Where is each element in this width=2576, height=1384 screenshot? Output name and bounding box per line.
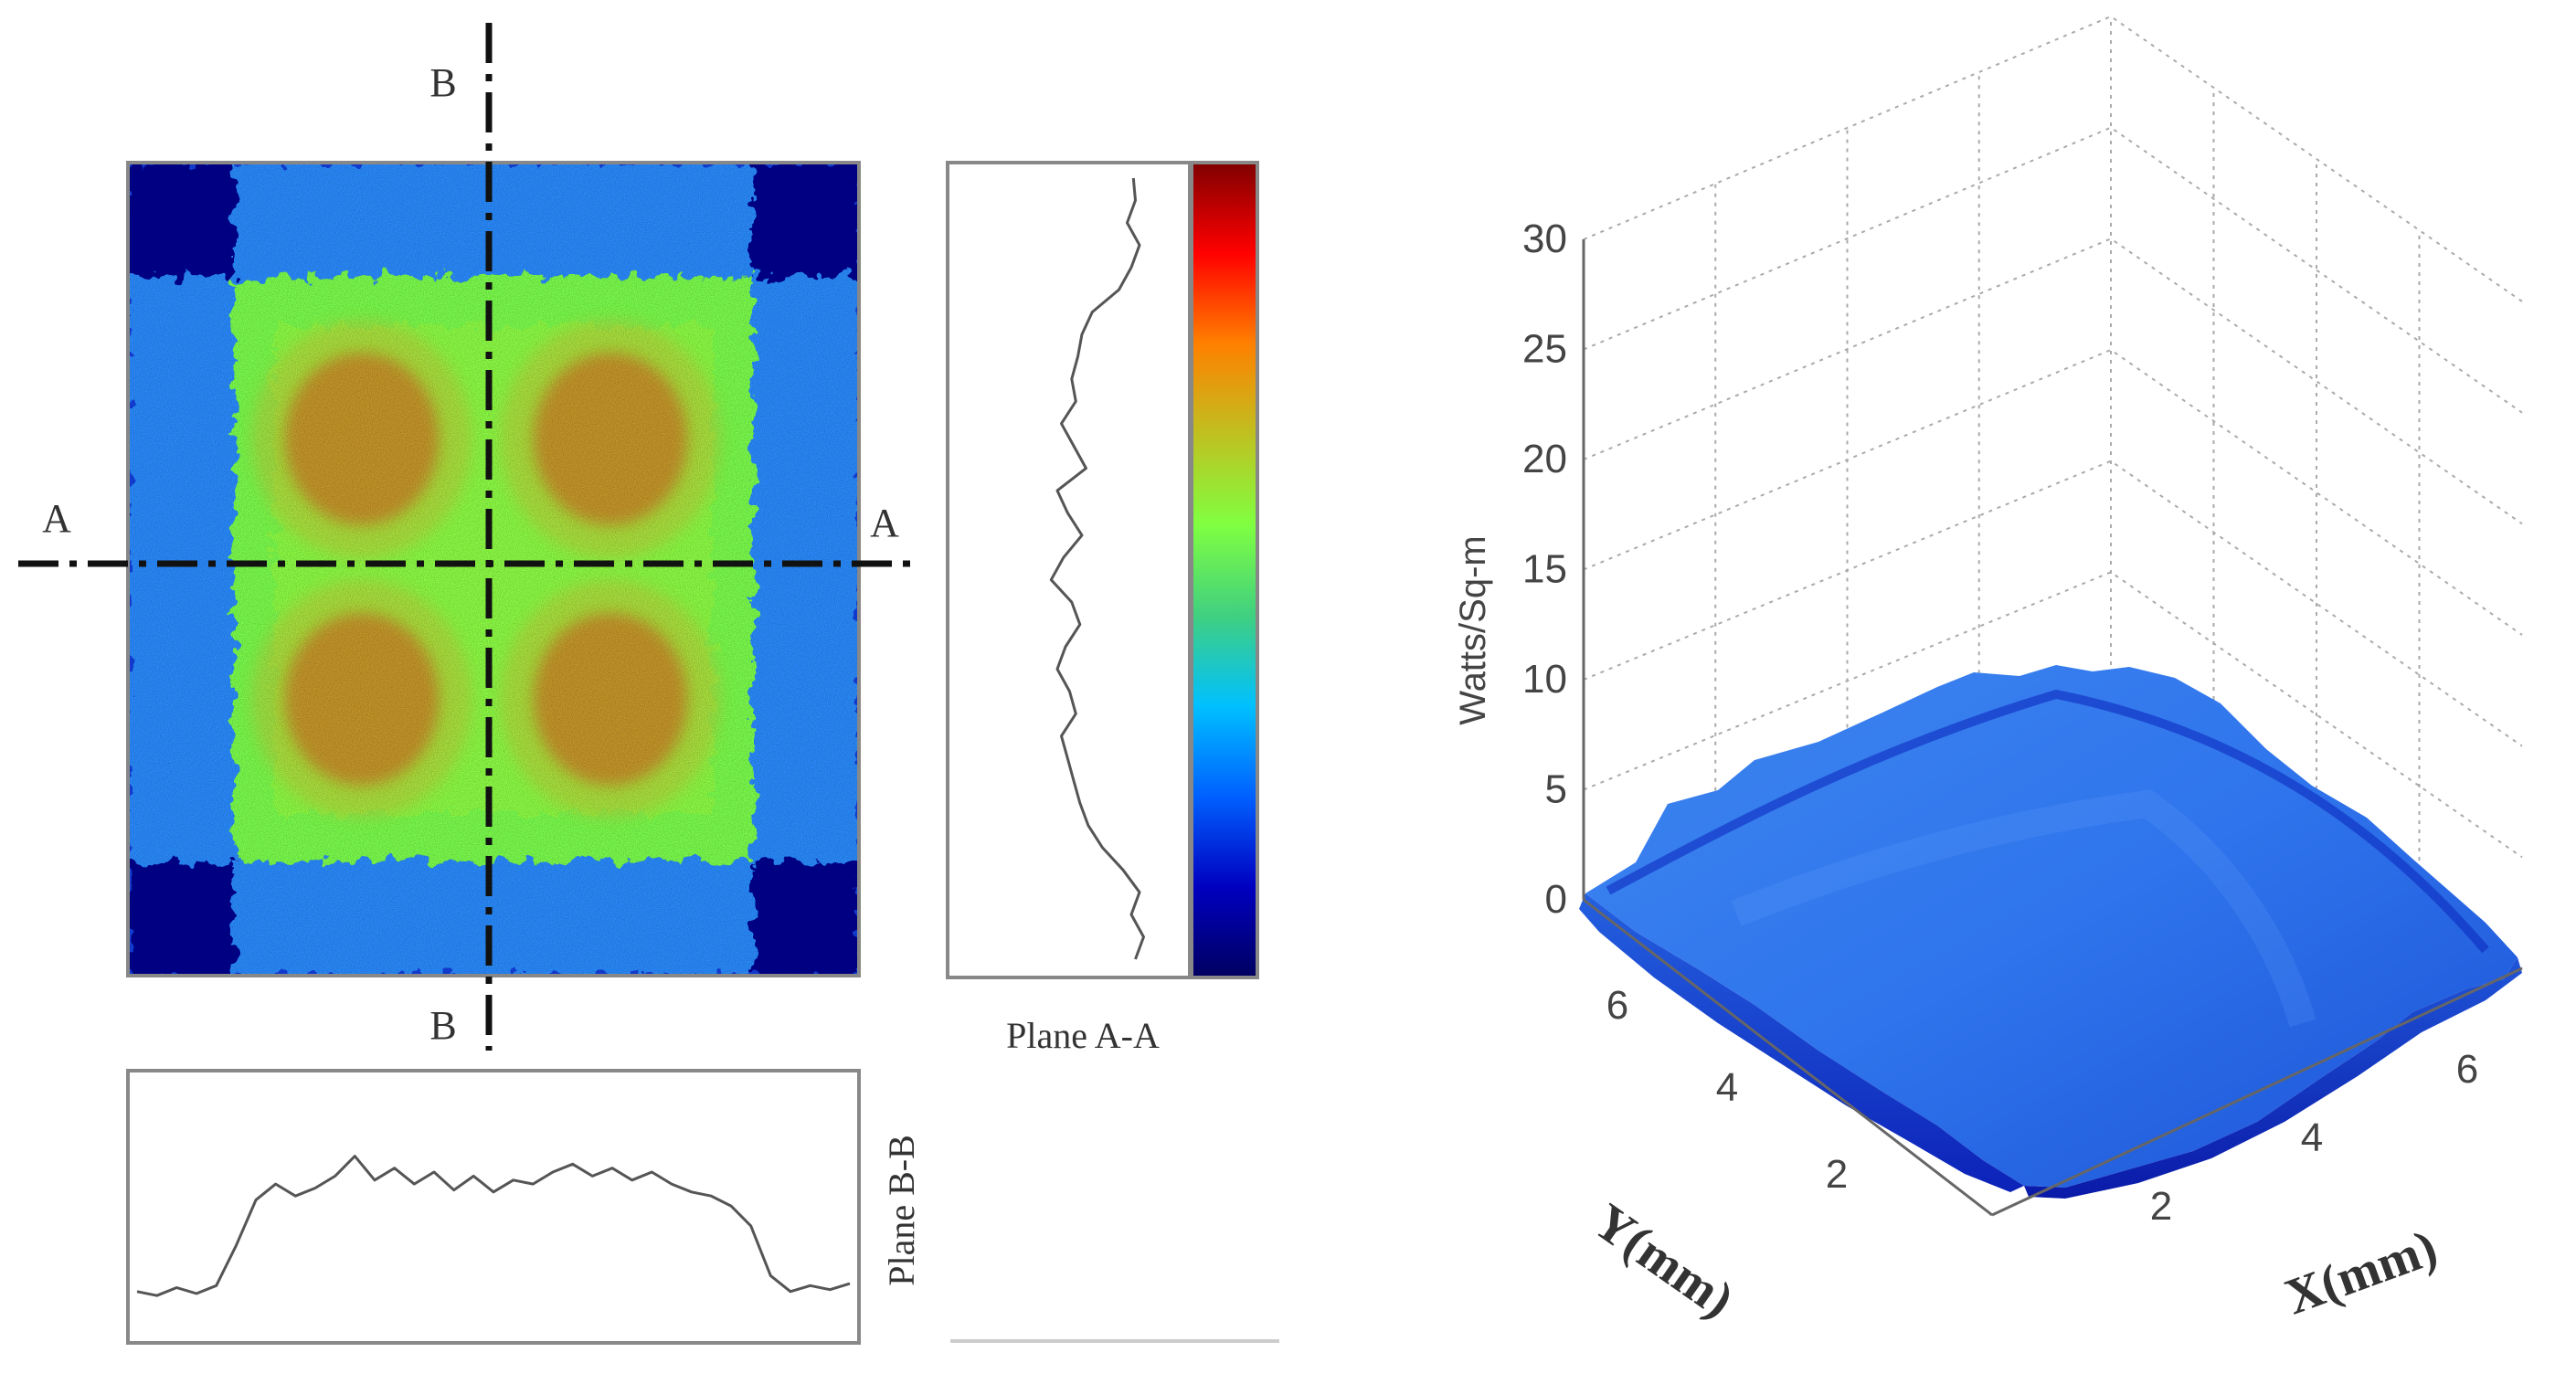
- plane-b-b-profile-panel: Plane B-B: [126, 1069, 922, 1345]
- z-tick-label: 25: [1522, 327, 1567, 372]
- z-tick-label: 5: [1545, 767, 1567, 812]
- plane-b-b-frame: [126, 1069, 861, 1345]
- heatmap-noise: [128, 163, 859, 976]
- section-label-a-right: A: [870, 501, 899, 545]
- z-tick-label: 20: [1522, 437, 1567, 481]
- grid-line-z: [1583, 15, 2523, 302]
- z-axis-label: Watts/Sq-m: [1453, 535, 1493, 724]
- x-tick-label: 6: [2456, 1047, 2478, 1092]
- plane-a-a-profile-line: [1049, 177, 1145, 960]
- x-tick-label: 4: [2301, 1115, 2323, 1160]
- plane-a-a-frame: [946, 161, 1192, 979]
- z-tick-label: 30: [1522, 217, 1567, 261]
- grid-line-z: [1583, 238, 2523, 525]
- x-axis: [1991, 967, 2523, 1217]
- heatmap-frame: [126, 161, 861, 977]
- surface-top: [1585, 665, 2518, 1188]
- colorbar-gradient: [1192, 163, 1257, 977]
- section-label-b-bottom: B: [429, 1003, 456, 1048]
- y-axis: [1583, 898, 1993, 1217]
- section-label-b-top: B: [429, 60, 456, 105]
- z-tick-label: 10: [1522, 657, 1567, 702]
- y-tick-label: 2: [1826, 1152, 1848, 1197]
- grid-line-z: [1583, 348, 2523, 636]
- irradiance-surface: [1579, 665, 2522, 1199]
- plane-b-b-label: Plane B-B: [881, 1135, 922, 1286]
- plot-axes: 0 5 10 15 20 25 30 6 4 2 2 4 6: [1522, 217, 2523, 1229]
- irradiance-heatmap: [126, 161, 861, 977]
- plane-a-a-profile-panel: Plane A-A: [946, 161, 1192, 1056]
- surface-rim: [1606, 689, 2489, 954]
- surface-3d-plot: 0 5 10 15 20 25 30 6 4 2 2 4 6 Watts/Sq-m Y(mm) X(mm…: [1453, 15, 2523, 1329]
- z-tick-label: 0: [1545, 877, 1567, 922]
- x-tick-label: 2: [2150, 1184, 2172, 1229]
- colorbar: [1190, 161, 1259, 979]
- z-tick-label: 15: [1522, 547, 1567, 592]
- grid-line-z: [1583, 126, 2523, 414]
- plane-a-a-label: Plane A-A: [1006, 1015, 1160, 1056]
- colorbar-frame: [1190, 161, 1259, 979]
- plane-b-b-profile-line: [136, 1155, 851, 1297]
- x-axis-label: X(mm): [2278, 1220, 2444, 1326]
- surface-front-left: [1579, 893, 2024, 1192]
- section-label-a-left: A: [42, 496, 71, 541]
- y-tick-label: 4: [1716, 1065, 1738, 1110]
- y-tick-label: 6: [1606, 983, 1628, 1028]
- surface-highlight: [1731, 789, 2316, 1028]
- y-axis-label: Y(mm): [1583, 1193, 1744, 1329]
